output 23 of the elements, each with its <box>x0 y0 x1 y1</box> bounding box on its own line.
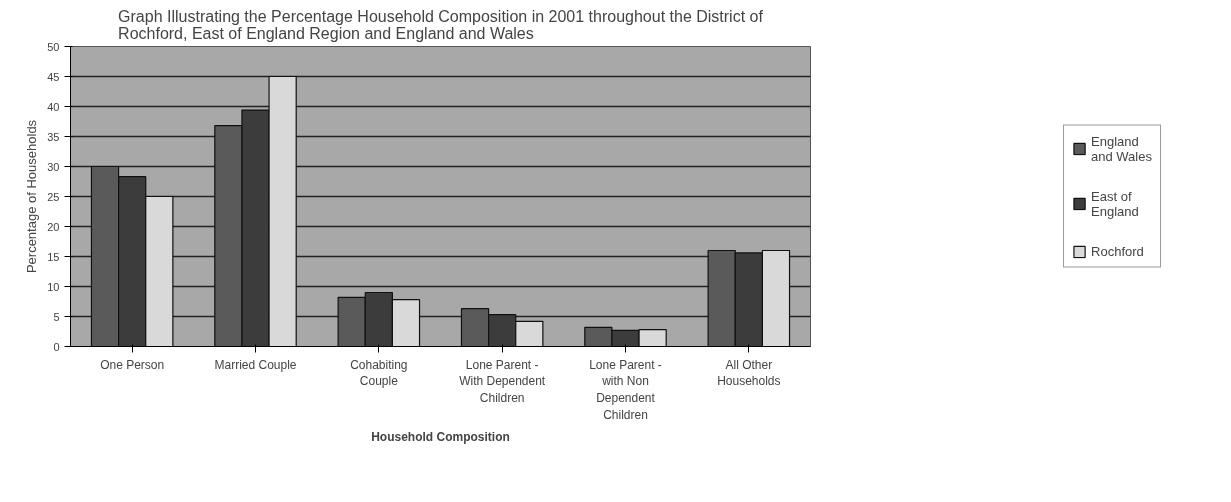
y-tick-label: 0 <box>53 340 60 353</box>
x-tick-label: All Other Households <box>717 357 781 389</box>
y-tick-label: 40 <box>47 100 60 113</box>
x-tick-label: Married Couple <box>214 357 297 372</box>
y-tick-label: 20 <box>47 220 60 233</box>
legend-label: Rochford <box>1091 243 1144 259</box>
y-tick-label: 25 <box>47 190 60 203</box>
x-tick-label: Lone Parent - with Non Dependent Children <box>589 357 662 422</box>
x-tick-label: Lone Parent - With Dependent Children <box>459 357 546 406</box>
x-tick-label: Cohabiting Couple <box>350 357 408 389</box>
y-tick-label: 45 <box>47 70 60 83</box>
y-tick-label: 15 <box>47 250 60 263</box>
y-tick-label: 50 <box>47 40 60 53</box>
y-axis-title: Percentage of Households <box>24 119 40 274</box>
legend-label: East of England <box>1091 188 1139 219</box>
y-tick-label: 30 <box>47 160 60 173</box>
y-tick-label: 10 <box>47 280 60 293</box>
y-tick-label: 5 <box>53 310 60 323</box>
legend-label: England and Wales <box>1091 133 1152 164</box>
x-tick-label: One Person <box>100 357 165 372</box>
x-axis-title: Household Composition <box>371 429 510 444</box>
y-tick-label: 35 <box>47 130 60 143</box>
chart-title: Graph Illustrating the Percentage Household Composition in 2001 throughout the District of Rochford, East of England Region and England and Wales <box>118 7 764 42</box>
